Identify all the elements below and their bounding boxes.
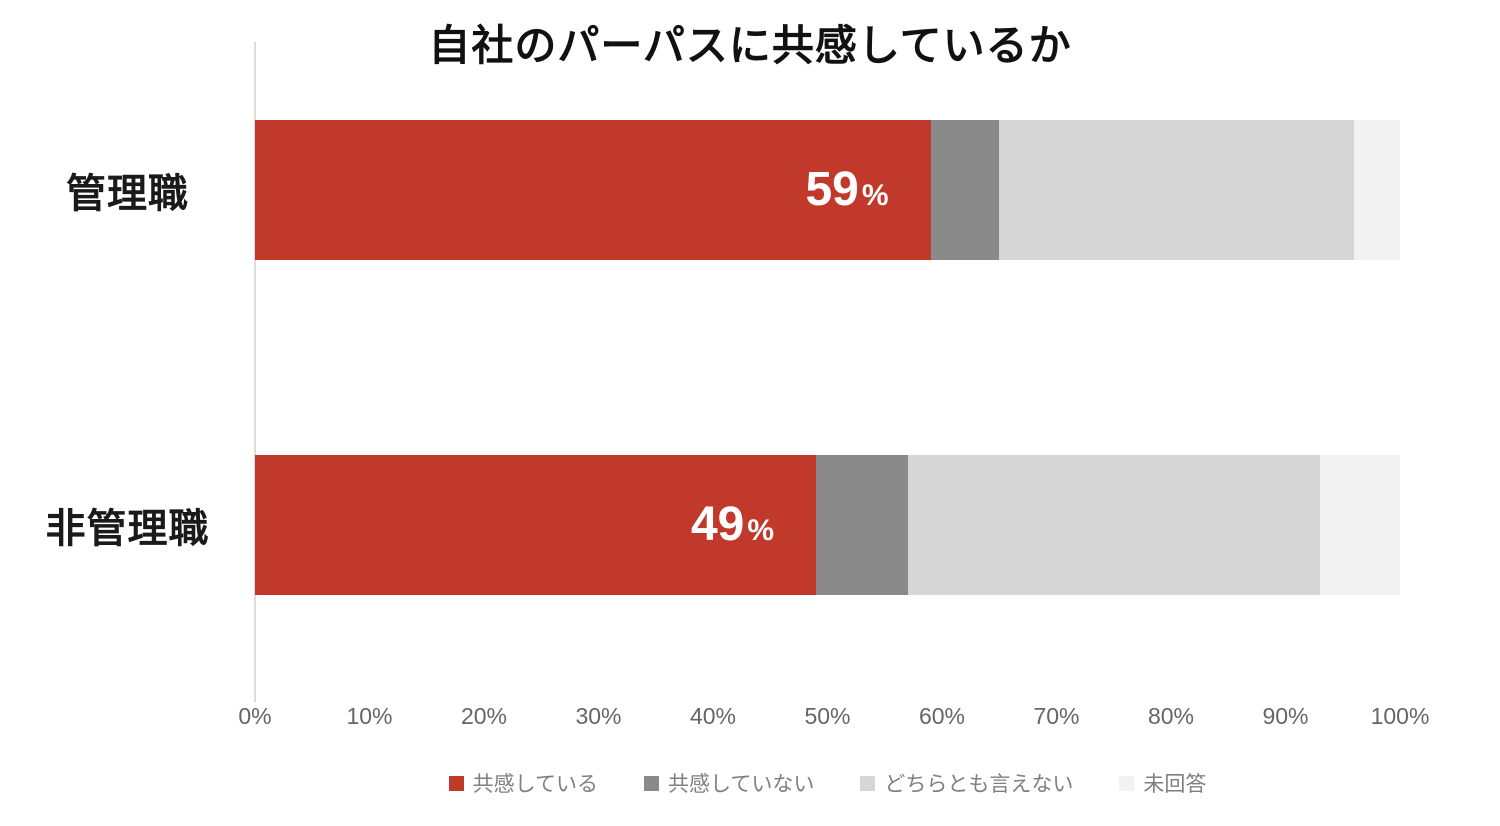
- legend-item: 未回答: [1119, 768, 1206, 798]
- bar-value-label: 59%: [805, 163, 889, 216]
- legend-swatch: [448, 775, 464, 791]
- x-tick-label: 50%: [804, 703, 851, 729]
- legend-label: 共感している: [472, 773, 598, 796]
- bar-segment: 49%: [255, 455, 817, 595]
- x-tick-label: 80%: [1147, 703, 1195, 729]
- bar-segment: [816, 455, 908, 595]
- bar-segment: [1319, 455, 1400, 595]
- x-tick-label: 70%: [1033, 703, 1080, 729]
- bar-row: 管理職 59%: [0, 120, 1400, 260]
- x-tick-label: 100%: [1370, 703, 1430, 729]
- legend-swatch: [860, 775, 876, 791]
- x-tick-label: 30%: [575, 703, 622, 729]
- x-axis-ticks: 0% 10% 20% 30% 40% 50% 60% 70% 80% 90% 100%: [238, 703, 1429, 735]
- bar-segment: [1354, 120, 1400, 260]
- bar-segment: [999, 120, 1355, 260]
- bar-segment: 59%: [255, 120, 931, 260]
- x-tick-label: 60%: [918, 703, 966, 729]
- x-tick-label: 0%: [238, 703, 272, 729]
- x-tick-label: 10%: [346, 703, 393, 729]
- legend-item: どちらとも言えない: [860, 768, 1073, 798]
- legend-item: 共感していない: [644, 768, 814, 798]
- bar-row: 非管理職 49%: [0, 455, 1400, 595]
- category-label: 非管理職: [45, 507, 210, 551]
- bar-segment: [907, 455, 1320, 595]
- x-tick-label: 20%: [460, 703, 508, 729]
- legend-swatch: [1119, 775, 1135, 791]
- legend-label: 共感していない: [668, 773, 815, 796]
- legend-label: 未回答: [1143, 773, 1207, 796]
- legend-swatch: [644, 775, 659, 791]
- y-axis-line: [254, 42, 256, 702]
- x-tick-label: 40%: [689, 703, 737, 729]
- category-label: 管理職: [66, 172, 189, 216]
- bar-segment: [930, 120, 1000, 260]
- chart-title: 自社のパーパスに共感しているか: [428, 22, 1072, 69]
- legend-label: どちらとも言えない: [884, 773, 1074, 796]
- bar-value-label: 49%: [690, 498, 775, 551]
- bar-segments: 59%: [255, 120, 1400, 260]
- bar-segments: 49%: [255, 455, 1400, 595]
- x-tick-label: 90%: [1262, 703, 1309, 729]
- chart-legend: 共感している 共感していない どちらとも言えない 未回答: [255, 768, 1400, 798]
- legend-item: 共感している: [448, 768, 598, 798]
